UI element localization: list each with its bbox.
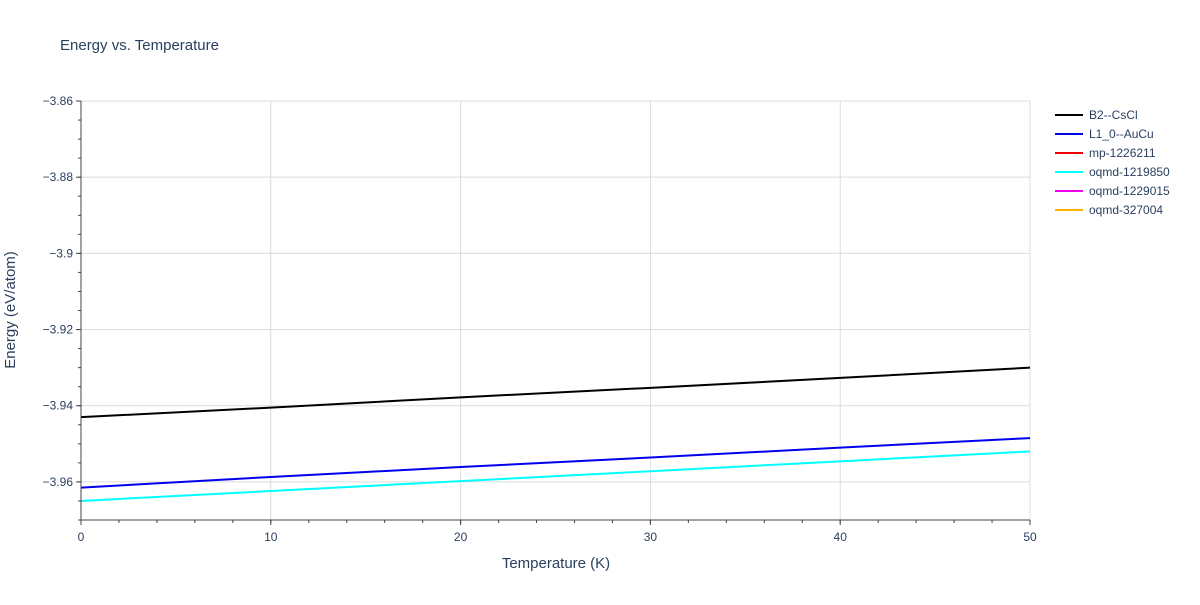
y-tick-label: −3.92: [43, 323, 74, 337]
legend-label: B2--CsCl: [1089, 108, 1138, 122]
legend-item[interactable]: oqmd-1219850: [1055, 165, 1170, 179]
legend-item[interactable]: mp-1226211: [1055, 146, 1156, 160]
series-line-oqmd-1219850: [80, 450, 1031, 502]
y-tick-label: −3.88: [43, 170, 74, 184]
y-tick-label: −3.96: [43, 475, 74, 489]
x-tick-label: 10: [264, 530, 278, 544]
y-tick-label: −3.86: [43, 94, 74, 108]
legend-label: mp-1226211: [1089, 146, 1156, 160]
x-tick-label: 20: [454, 530, 468, 544]
x-tick-label: 0: [78, 530, 85, 544]
y-axis-label: Energy (eV/atom): [2, 251, 19, 369]
series-line-B2--CsCl: [80, 366, 1031, 419]
legend-label: oqmd-327004: [1089, 203, 1163, 217]
grid-layer: [81, 100, 1031, 520]
legend-label: oqmd-1219850: [1089, 165, 1170, 179]
y-tick-label: −3.9: [49, 246, 73, 260]
legend-label: oqmd-1229015: [1089, 184, 1170, 198]
chart-title: Energy vs. Temperature: [60, 37, 219, 54]
legend-item[interactable]: B2--CsCl: [1055, 108, 1138, 122]
legend-item[interactable]: oqmd-1229015: [1055, 184, 1170, 198]
legend: B2--CsCl L1_0--AuCu mp-1226211 oqmd-1219850…: [1055, 108, 1170, 217]
y-tick-label: −3.94: [43, 399, 74, 413]
axis-layer: 0 10 20 30 40 50 −3.86 −3.88 −3.9 −3.92 −3.94 −3.96: [43, 94, 1037, 544]
x-tick-label: 30: [644, 530, 658, 544]
legend-item[interactable]: L1_0--AuCu: [1055, 127, 1154, 141]
legend-item[interactable]: oqmd-327004: [1055, 203, 1163, 217]
x-axis-label: Temperature (K): [502, 555, 610, 572]
legend-label: L1_0--AuCu: [1089, 127, 1154, 141]
x-tick-label: 40: [834, 530, 848, 544]
series-line-L1_0--AuCu: [80, 437, 1031, 489]
series-layer: [80, 366, 1031, 502]
x-tick-label: 50: [1023, 530, 1037, 544]
